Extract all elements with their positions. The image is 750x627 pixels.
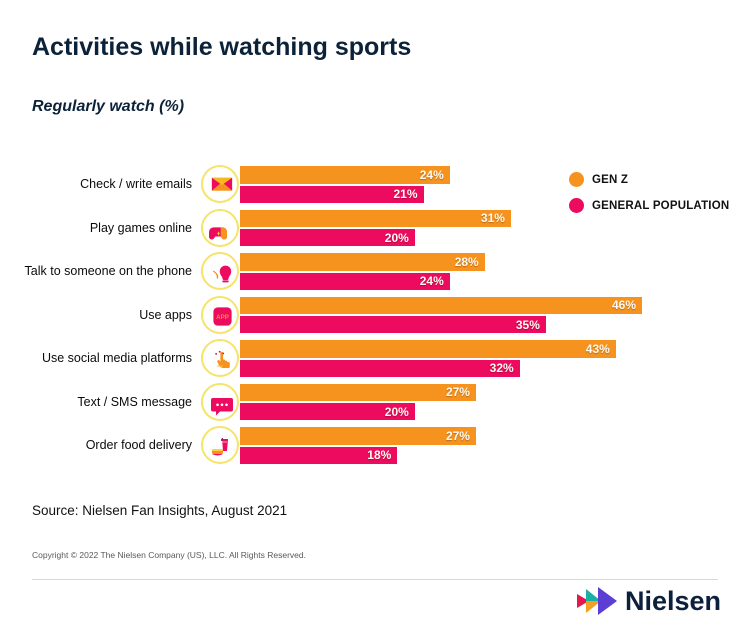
svg-text:APP: APP xyxy=(216,314,229,321)
svg-text:Nielsen: Nielsen xyxy=(625,586,721,616)
